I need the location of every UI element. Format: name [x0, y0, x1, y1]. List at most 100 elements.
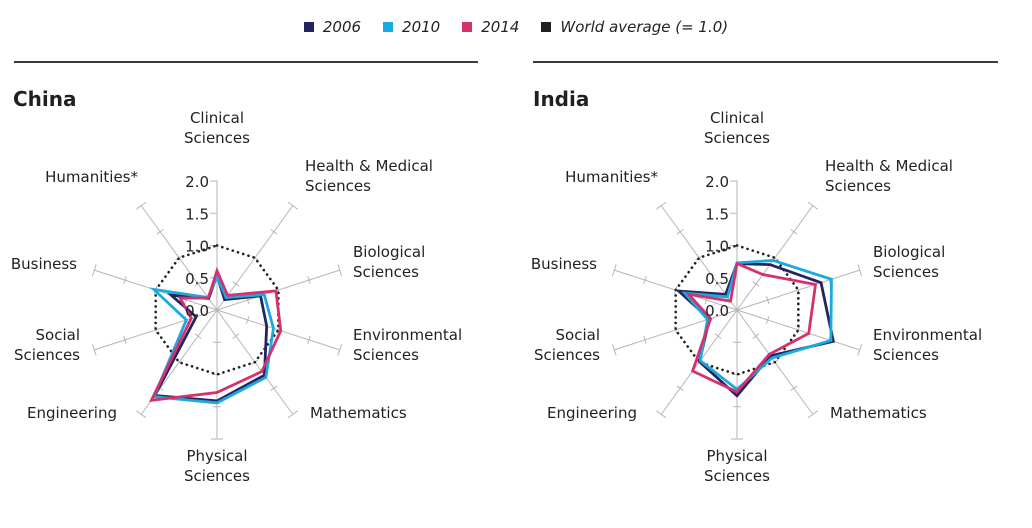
legend-label-2006: 2006 [322, 18, 362, 36]
axis-label-line: Social [556, 326, 600, 344]
china-axis-label-humanities: Humanities* [45, 168, 138, 186]
axis-label-line: Business [11, 255, 77, 273]
axis-label-line: Health & Medical [305, 157, 433, 175]
china-tick-mark [287, 410, 298, 419]
india-tick-mark [857, 264, 863, 276]
india-tick-mark [857, 344, 863, 356]
india-tick-mark [765, 296, 770, 304]
china-axis-label-business: Business [11, 255, 77, 273]
china-tick-mark [307, 276, 311, 285]
china-axis-label-social-sciences: Social Sciences [14, 326, 80, 364]
china-axis-label-environmental-sciences: Environmental Sciences [353, 326, 462, 364]
china-axis-label-health-medical-sciences: Health & Medical Sciences [305, 157, 433, 195]
china-tick-mark [194, 333, 202, 339]
china-tick-mark [136, 410, 147, 419]
china-divider-rule [14, 61, 478, 63]
china-tick-label: 2.0 [185, 173, 209, 191]
india-tick-mark [676, 228, 684, 235]
india-axis-label-business: Business [531, 255, 597, 273]
china-tick-mark [123, 276, 127, 285]
india-tick-mark [790, 385, 798, 392]
india-axis-label-physical-sciences: Physical Sciences [704, 447, 770, 485]
china-axis-label-mathematics: Mathematics [310, 404, 407, 422]
india-tick-mark [807, 201, 818, 210]
axis-label-line: Sciences [873, 346, 939, 364]
india-tick-label: 0.0 [705, 302, 729, 320]
china-world-average-polygon [154, 244, 280, 376]
legend-label-world-average: World average (= 1.0) [560, 18, 729, 36]
axis-label-line: Social [36, 326, 80, 344]
legend-item-2006: 2006 [303, 18, 362, 36]
axis-label-line: Physical [186, 447, 247, 465]
legend-item-2010: 2010 [383, 18, 440, 36]
india-tick-mark [714, 281, 722, 287]
india-tick-mark [752, 281, 760, 287]
axis-label-line: Engineering [27, 404, 117, 422]
india-tick-mark [714, 333, 722, 339]
axis-label-line: Sciences [534, 346, 600, 364]
india-axis-label-health-medical-sciences: Health & Medical Sciences [825, 157, 953, 195]
axis-label-line: Humanities* [565, 168, 658, 186]
axis-label-line: Clinical [190, 109, 244, 127]
india-divider-rule [533, 61, 998, 63]
axis-label-line: Mathematics [310, 404, 407, 422]
india-tick-mark [790, 228, 798, 235]
india-axis-label-humanities: Humanities* [565, 168, 658, 186]
india-axis-label-clinical-sciences: Clinical Sciences [704, 109, 770, 147]
china-tick-mark [270, 385, 278, 392]
china-panel-title: China [13, 87, 77, 111]
india-tick-label: 1.5 [705, 205, 729, 223]
axis-label-line: Mathematics [830, 404, 927, 422]
axis-label-line: Clinical [710, 109, 764, 127]
axis-label-line: Sciences [353, 263, 419, 281]
legend-item-world-average: World average (= 1.0) [541, 18, 728, 36]
china-tick-mark [337, 264, 343, 276]
axis-label-line: Sciences [305, 177, 371, 195]
india-axis-label-biological-sciences: Biological Sciences [873, 243, 945, 281]
legend: 2006 2010 2014 World average (= 1.0) [0, 18, 1032, 36]
india-tick-mark [796, 325, 801, 334]
axis-label-line: Sciences [704, 129, 770, 147]
india-tick-mark [676, 385, 684, 392]
india-tick-mark [752, 333, 760, 339]
china-tick-label: 1.0 [185, 238, 209, 256]
legend-item-2014: 2014 [462, 18, 519, 36]
axis-label-line: Biological [353, 243, 425, 261]
india-axis-label-social-sciences: Social Sciences [534, 326, 600, 364]
axis-label-line: Physical [706, 447, 767, 465]
axis-label-line: Sciences [825, 177, 891, 195]
india-tick-mark [643, 335, 647, 344]
india-panel-title: India [533, 87, 590, 111]
axis-label-line: Health & Medical [825, 157, 953, 175]
axis-label-line: Humanities* [45, 168, 138, 186]
axis-label-line: Sciences [873, 263, 939, 281]
india-tick-mark [611, 344, 617, 356]
axis-label-line: Sciences [14, 346, 80, 364]
india-axis-label-engineering: Engineering [547, 404, 637, 422]
axis-label-line: Sciences [353, 346, 419, 364]
legend-label-2014: 2014 [481, 18, 520, 36]
axis-label-line: Engineering [547, 404, 637, 422]
india-tick-mark [643, 276, 647, 285]
axis-label-line: Environmental [873, 326, 982, 344]
legend-swatch-2010 [383, 22, 394, 32]
axis-label-line: Sciences [184, 467, 250, 485]
china-tick-mark [232, 281, 240, 287]
china-tick-mark [337, 344, 343, 356]
china-tick-mark [307, 335, 311, 344]
legend-label-2010: 2010 [402, 18, 441, 36]
axis-label-line: Environmental [353, 326, 462, 344]
china-tick-mark [123, 335, 127, 344]
china-tick-mark [245, 316, 250, 324]
axis-label-line: Business [531, 255, 597, 273]
india-tick-label: 2.0 [705, 173, 729, 191]
india-tick-mark [656, 410, 667, 419]
axis-label-line: Sciences [704, 467, 770, 485]
legend-swatch-2006 [303, 22, 314, 32]
china-tick-mark [91, 344, 97, 356]
india-tick-mark [611, 264, 617, 276]
china-axis-label-physical-sciences: Physical Sciences [184, 447, 250, 485]
